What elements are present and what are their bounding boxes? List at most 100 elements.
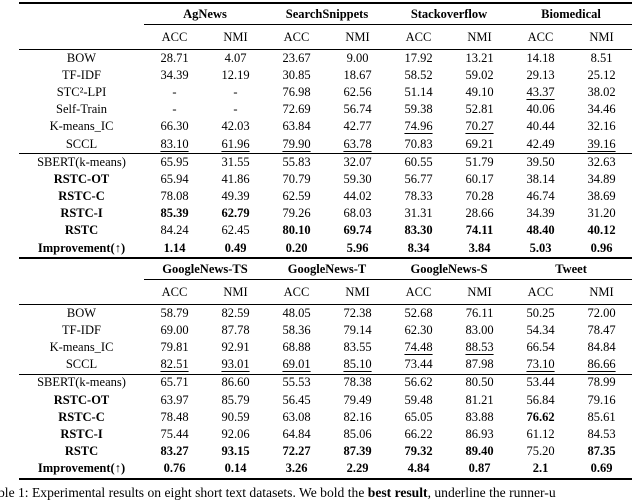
value-text: 73.10: [526, 357, 555, 372]
value-text: 82.16: [343, 409, 372, 424]
value-cell: 63.84: [266, 119, 327, 136]
value-cell: 62.79: [205, 206, 266, 223]
value-text: 70.83: [404, 136, 433, 151]
value-text: 0.76: [163, 461, 186, 476]
table-row: SBERT(k-means) 65.95 31.55 55.83 32.07 60.55 5…: [19, 154, 632, 172]
value-cell: 65.05: [388, 409, 449, 426]
value-cell: 50.25: [510, 305, 571, 323]
value-cell: 39.16: [571, 136, 632, 154]
dataset-header-row: AgNews SearchSnippets Stackoverflow Biomedi…: [19, 3, 632, 25]
value-cell: 32.63: [571, 154, 632, 172]
value-cell: 76.98: [266, 84, 327, 101]
value-text: 59.30: [343, 171, 372, 186]
value-cell: 49.39: [205, 188, 266, 205]
table-row: RSTC-C 78.08 49.39 62.59 44.02 78.33 70.28 46.7…: [19, 188, 632, 205]
dataset-name: GoogleNews-TS: [144, 258, 267, 281]
table-section: BOW 58.79 82.59 48.05 72.38 52.68 76.11 50.25 72…: [19, 305, 632, 375]
value-text: 76.98: [282, 85, 311, 100]
value-cell: 78.33: [388, 188, 449, 205]
value-cell: 80.50: [449, 374, 510, 392]
value-cell: 49.10: [449, 84, 510, 101]
metric-name: ACC: [144, 279, 205, 306]
value-cell: 31.55: [205, 154, 266, 172]
value-cell: 83.10: [144, 136, 205, 154]
dataset-name: SearchSnippets: [266, 3, 388, 25]
results-table-bottom: GoogleNews-TS GoogleNews-T GoogleNews-S Twe…: [19, 257, 633, 480]
method-label: SCCL: [65, 136, 98, 151]
value-text: 32.16: [587, 119, 616, 134]
value-cell: 69.01: [266, 357, 327, 375]
method-label: TF-IDF: [62, 67, 101, 82]
value-cell: 42.49: [510, 136, 571, 154]
value-cell: 88.53: [449, 339, 510, 356]
value-text: 79.49: [343, 392, 372, 407]
dataset-name: AgNews: [144, 3, 266, 25]
value-cell: 43.37: [510, 84, 571, 101]
value-cell: 81.21: [449, 392, 510, 409]
value-cell: 82.16: [327, 409, 388, 426]
table-row: SCCL 82.51 93.01 69.01 85.10 73.44 87.98 73.10 8…: [19, 357, 632, 375]
metric-name: NMI: [449, 279, 511, 306]
header-spacer: [19, 3, 144, 25]
metric-name: NMI: [571, 24, 632, 50]
value-text: 86.66: [587, 357, 616, 372]
value-cell: 78.48: [144, 409, 205, 426]
value-cell: 76.62: [510, 409, 571, 426]
value-text: 9.00: [346, 50, 369, 65]
value-cell: 79.14: [327, 322, 388, 339]
value-cell: 0.87: [449, 461, 510, 479]
value-text: 41.86: [221, 171, 250, 186]
metric-header-row: ACC NMI ACC NMI ACC NMI ACC NMI: [19, 24, 632, 50]
value-text: 62.59: [282, 189, 311, 204]
value-text: 70.79: [282, 171, 311, 186]
value-cell: 29.13: [510, 67, 571, 84]
value-cell: 92.91: [205, 339, 266, 356]
value-text: 85.79: [221, 392, 250, 407]
table-row: RSTC 83.27 93.15 72.27 87.39 79.32 89.40 75.20 8…: [19, 443, 632, 460]
metric-header-row: ACC NMI ACC NMI ACC NMI ACC NMI: [19, 279, 633, 306]
value-text: 69.74: [343, 223, 372, 238]
value-text: -: [233, 102, 238, 117]
table-row: K-means_IC 79.81 92.91 68.88 83.55 74.48 88.53…: [19, 339, 632, 356]
value-text: 0.96: [590, 240, 613, 255]
method-label: RSTC: [64, 223, 99, 238]
metric-name: NMI: [449, 24, 510, 50]
dataset-name: GoogleNews-S: [388, 258, 511, 281]
value-cell: 62.59: [266, 188, 327, 205]
metric-name: ACC: [266, 24, 327, 50]
dataset-name: Biomedical: [510, 3, 632, 25]
value-cell: 69.21: [449, 136, 510, 154]
value-cell: 52.68: [388, 305, 449, 323]
dataset-name: Tweet: [510, 258, 633, 281]
value-text: 78.33: [404, 189, 433, 204]
value-cell: 63.78: [327, 136, 388, 154]
value-text: 61.96: [221, 136, 250, 151]
value-text: 8.51: [590, 50, 613, 65]
value-cell: 8.34: [388, 240, 449, 257]
value-text: 88.53: [465, 340, 494, 355]
value-cell: 86.66: [571, 357, 632, 375]
value-cell: 80.10: [266, 223, 327, 240]
value-text: 69.00: [160, 322, 189, 337]
value-text: 79.32: [404, 444, 433, 459]
value-text: 0.14: [224, 461, 247, 476]
value-text: 85.39: [160, 206, 189, 221]
value-cell: 72.27: [266, 443, 327, 460]
value-cell: 56.84: [510, 392, 571, 409]
header-spacer: [19, 258, 144, 280]
value-text: 2.1: [532, 461, 549, 476]
value-cell: 58.79: [144, 305, 205, 323]
value-cell: 40.06: [510, 102, 571, 119]
value-text: 89.40: [465, 444, 494, 459]
table-row: K-means_IC 66.30 42.03 63.84 42.77 74.96 70.27…: [19, 119, 632, 136]
value-text: 87.98: [465, 357, 494, 372]
value-text: 80.10: [282, 223, 311, 238]
value-text: 81.21: [465, 392, 494, 407]
value-text: 92.91: [221, 340, 250, 355]
value-cell: 54.34: [510, 322, 571, 339]
value-cell: 0.14: [205, 461, 266, 479]
value-text: 92.06: [221, 426, 250, 441]
value-cell: 85.61: [571, 409, 632, 426]
value-cell: 42.03: [205, 119, 266, 136]
table-row: STC²-LPI - - 76.98 62.56 51.14 49.10 43.37 38.02: [19, 84, 632, 101]
